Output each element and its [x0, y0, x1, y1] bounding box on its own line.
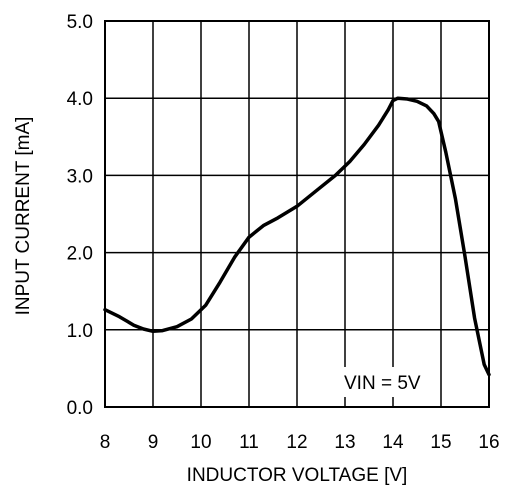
- annotation-vin: VIN = 5V: [344, 373, 421, 394]
- x-tick-label-3: 11: [239, 432, 259, 453]
- plot-frame: [104, 20, 490, 408]
- series-line-0: [103, 96, 491, 377]
- x-tick-labels: 8 9 10 11 12 13 14 15 16: [100, 432, 500, 453]
- y-tick-label-4: 4.0: [67, 89, 93, 110]
- y-tick-labels: 0.0 1.0 2.0 3.0 4.0 5.0: [67, 12, 93, 419]
- x-tick-label-6: 14: [382, 432, 404, 453]
- y-tick-label-5: 5.0: [67, 12, 93, 33]
- series-layer: [103, 96, 491, 377]
- x-tick-label-2: 10: [190, 432, 211, 453]
- y-tick-label-2: 2.0: [67, 244, 93, 265]
- y-tick-label-0: 0.0: [67, 398, 93, 419]
- y-axis-title: INPUT CURRENT [mA]: [13, 117, 34, 316]
- x-tick-label-4: 12: [286, 432, 307, 453]
- x-tick-label-0: 8: [100, 432, 111, 453]
- x-tick-label-5: 13: [334, 432, 355, 453]
- x-axis-title: INDUCTOR VOLTAGE [V]: [187, 465, 408, 486]
- y-tick-label-1: 1.0: [67, 321, 93, 342]
- grid: [105, 21, 489, 407]
- x-tick-label-7: 15: [430, 432, 451, 453]
- x-tick-label-1: 9: [148, 432, 159, 453]
- y-tick-label-3: 3.0: [67, 166, 93, 187]
- x-tick-label-8: 16: [478, 432, 499, 453]
- annotation-background: [340, 367, 436, 397]
